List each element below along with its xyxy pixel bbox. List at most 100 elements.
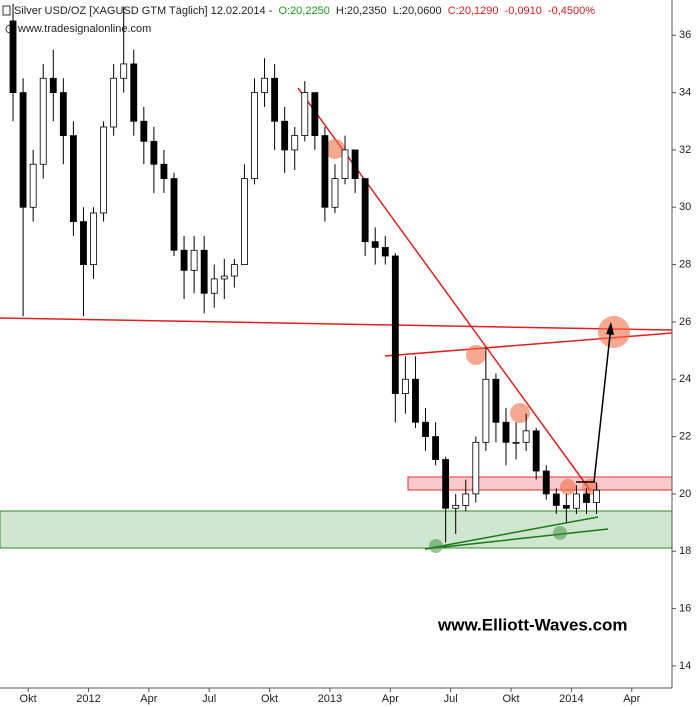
candle-body (241, 178, 248, 265)
y-tick-label: 36 (679, 29, 691, 41)
candle-body (261, 77, 268, 93)
candle-body (573, 493, 580, 509)
y-tick-label: 34 (679, 86, 691, 98)
x-tick-label: Okt (261, 693, 278, 705)
candle-body (552, 493, 560, 506)
candle-body (522, 430, 530, 443)
marker (429, 539, 443, 553)
candle-body (251, 92, 258, 179)
support-zone (0, 510, 673, 549)
candle-body (401, 378, 409, 394)
candle-body (170, 178, 178, 251)
marker (466, 345, 486, 365)
marker (598, 316, 630, 348)
x-tick-label: 2014 (559, 693, 583, 705)
candle-body (532, 430, 540, 472)
x-tick-label: Apr (140, 693, 157, 705)
candle-body (59, 92, 67, 136)
projection (593, 325, 612, 483)
y-tick-label: 22 (679, 430, 691, 442)
x-tick-label: Jul (202, 693, 216, 705)
candle-body (210, 278, 218, 294)
close-label: C:20,1290 (448, 5, 499, 17)
trend-line (424, 516, 599, 550)
candle-body (562, 504, 570, 509)
arrow-head (606, 322, 614, 335)
candle-body (381, 246, 389, 257)
candle-body (442, 459, 450, 509)
candle-body (452, 504, 460, 509)
trend-line (424, 528, 609, 550)
candle-body (341, 149, 349, 179)
candle-body (291, 135, 299, 151)
x-tick-label: 2013 (318, 693, 342, 705)
candle-body (432, 436, 439, 460)
x-tick-label: Apr (382, 693, 399, 705)
x-tick-label: Okt (20, 693, 37, 705)
high-label: H:20,2350 (336, 5, 387, 17)
low-label: L:20,0600 (393, 5, 442, 17)
candle-body (29, 163, 37, 208)
candle-body (150, 140, 158, 165)
trend-line (0, 317, 673, 331)
y-tick-label: 28 (679, 258, 691, 270)
marker (560, 479, 576, 495)
candle-body (160, 163, 168, 179)
candle-body (130, 63, 138, 122)
candle-body (220, 275, 228, 280)
open-label: O:20,2250 (278, 5, 329, 17)
y-tick-label: 26 (679, 316, 691, 328)
candle-body (462, 493, 470, 506)
candle-body (281, 120, 289, 151)
candle-body (583, 493, 590, 503)
candle-body (301, 92, 309, 136)
candle-body (593, 489, 600, 503)
y-tick-label: 32 (679, 144, 691, 156)
x-tick-label: Jul (444, 693, 458, 705)
candle-body (311, 92, 319, 136)
candle-body (80, 221, 87, 265)
y-tick-label: 16 (679, 602, 691, 614)
change-pct-label: -0,4500% (548, 5, 595, 17)
y-tick-label: 18 (679, 545, 691, 557)
y-tick-label: 30 (679, 201, 691, 213)
candle-body (271, 77, 279, 122)
candle-body (412, 378, 419, 423)
candle-body (90, 212, 97, 265)
candle-body (49, 77, 57, 93)
candle-body (69, 135, 77, 222)
source: www.tradesignalonline.com (17, 23, 151, 35)
watermark: www.Elliott-Waves.com (437, 615, 628, 634)
candle-body (331, 178, 339, 208)
candle-body (39, 77, 47, 165)
x-tick-label: 2012 (76, 693, 100, 705)
candle-body (200, 249, 208, 294)
candle-body (120, 63, 128, 79)
candle-body (321, 135, 329, 208)
candle-body (190, 249, 198, 271)
candle-body (361, 178, 369, 243)
marker (510, 403, 530, 423)
marker (325, 139, 345, 159)
header-icon (2, 5, 11, 16)
x-tick-label: Okt (502, 693, 519, 705)
chart-title: Silver USD/OZ [XAGUSD GTM Täglich] 12.02… (14, 5, 273, 17)
candle-body (542, 470, 550, 495)
candle-body (482, 378, 490, 443)
candle-body (140, 120, 148, 142)
candle-body (502, 421, 510, 443)
candle-body (230, 264, 238, 277)
candle-body (351, 149, 359, 179)
y-tick-label: 20 (679, 488, 691, 500)
y-tick-label: 14 (679, 660, 691, 672)
candle-body (100, 126, 107, 214)
candle-body (391, 255, 399, 394)
candle-body (472, 441, 480, 495)
candle-body (371, 241, 379, 248)
candle-body (19, 92, 27, 208)
candle-body (9, 20, 17, 93)
change-label: -0,0910 (505, 5, 542, 17)
candle-body (180, 249, 188, 271)
